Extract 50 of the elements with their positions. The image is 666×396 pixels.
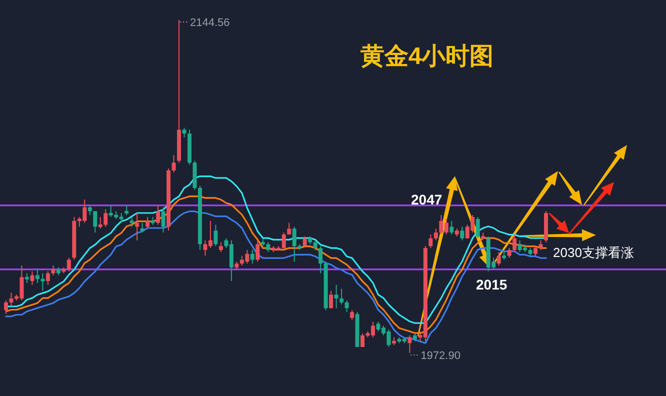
candlestick	[30, 270, 34, 286]
annotation: 2144.56	[190, 17, 230, 29]
candlestick	[496, 251, 501, 266]
candlestick	[250, 249, 254, 264]
candlestick	[35, 268, 40, 284]
candlestick	[93, 210, 98, 234]
annotation: 2015	[476, 276, 508, 292]
candlestick	[460, 226, 464, 241]
candlestick	[135, 212, 140, 241]
text: 黄金4小时图	[359, 43, 494, 70]
annotation: 1972.90	[420, 350, 460, 362]
candlestick	[507, 248, 512, 258]
candlestick	[146, 216, 150, 230]
candlestick	[292, 226, 296, 262]
candlestick	[408, 334, 412, 354]
candlestick	[140, 222, 144, 234]
candlestick	[282, 232, 286, 250]
candlestick	[434, 228, 438, 241]
candlestick	[51, 265, 56, 276]
candlestick	[130, 216, 134, 228]
annotation: 2047	[411, 191, 442, 208]
candlestick	[182, 127, 186, 138]
candlestick	[161, 206, 166, 234]
candlestick	[218, 242, 223, 252]
candlestick	[512, 234, 517, 252]
candlestick	[24, 272, 29, 284]
candlestick	[214, 224, 218, 247]
candlestick	[4, 300, 8, 315]
text: 2030支撑看涨	[553, 245, 634, 260]
candlestick	[88, 204, 92, 216]
candlestick	[360, 332, 365, 348]
candlestick	[287, 222, 292, 235]
candlestick	[156, 204, 160, 226]
candlestick	[344, 300, 349, 313]
candlestick	[538, 240, 543, 250]
candlestick	[318, 246, 323, 274]
candlestick	[40, 272, 45, 292]
candlestick	[350, 310, 354, 320]
candlestick	[340, 288, 344, 305]
candlestick	[534, 246, 538, 256]
candlestick	[450, 220, 454, 235]
candlestick	[256, 240, 260, 262]
candlestick	[124, 204, 129, 216]
candlestick	[334, 284, 338, 309]
candlestick	[329, 290, 334, 309]
candlestick	[172, 154, 176, 173]
candlestick	[313, 240, 318, 250]
candlestick	[476, 216, 480, 239]
candlestick	[428, 234, 433, 249]
candlestick	[46, 270, 50, 286]
